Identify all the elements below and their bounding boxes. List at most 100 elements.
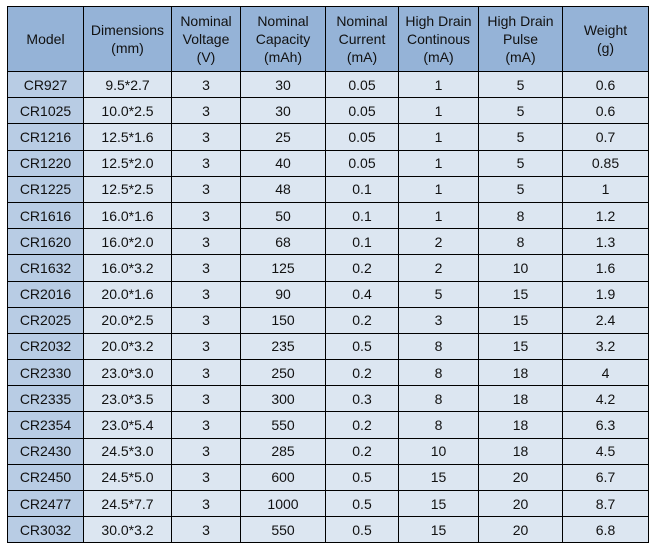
cell-weight: 1.3 [562, 228, 649, 256]
cell-high-drain-pulse: 15 [478, 280, 563, 308]
cell-model: CR2450 [7, 463, 84, 492]
header-line: (g) [596, 40, 615, 56]
cell-voltage: 3 [171, 70, 241, 99]
cell-weight: 4 [562, 359, 649, 387]
header-line: Voltage [182, 31, 230, 47]
cell-current: 0.5 [325, 489, 399, 518]
cell-current: 0.05 [325, 123, 399, 151]
cell-voltage: 3 [171, 463, 241, 492]
cell-voltage: 3 [171, 254, 241, 282]
table-row: CR2335 23.0*3.5 3 300 0.3 8 18 4.2 [7, 385, 649, 413]
cell-current: 0.4 [325, 280, 399, 308]
cell-high-drain-pulse: 18 [478, 437, 563, 465]
cell-voltage: 3 [171, 489, 241, 518]
cell-weight: 6.7 [562, 463, 649, 492]
cell-capacity: 550 [240, 516, 326, 544]
cell-weight: 6.3 [562, 411, 649, 439]
cell-dimensions: 10.0*2.5 [83, 97, 172, 125]
cell-weight: 0.7 [562, 123, 649, 151]
cell-high-drain-pulse: 5 [478, 97, 563, 125]
cell-current: 0.3 [325, 385, 399, 413]
cell-voltage: 3 [171, 123, 241, 151]
header-line: (mA) [505, 49, 536, 65]
cell-high-drain-pulse: 5 [478, 175, 563, 203]
cell-high-drain-continuous: 10 [398, 437, 479, 465]
cell-high-drain-continuous: 8 [398, 411, 479, 439]
cell-voltage: 3 [171, 437, 241, 465]
cell-model: CR2354 [7, 411, 84, 439]
cell-weight: 4.5 [562, 437, 649, 465]
cell-capacity: 25 [240, 123, 326, 151]
cell-weight: 1.2 [562, 201, 649, 230]
cell-dimensions: 12.5*1.6 [83, 123, 172, 151]
cell-weight: 0.85 [562, 149, 649, 177]
table-row: CR2430 24.5*3.0 3 285 0.2 10 18 4.5 [7, 437, 649, 465]
cell-dimensions: 24.5*7.7 [83, 489, 172, 518]
cell-weight: 8.7 [562, 489, 649, 518]
header-capacity: Nominal Capacity (mAh) [240, 6, 326, 72]
header-line: (mm) [111, 40, 144, 56]
cell-high-drain-pulse: 15 [478, 332, 563, 361]
header-line: Dimensions [90, 22, 165, 38]
cell-capacity: 125 [240, 254, 326, 282]
cell-model: CR2430 [7, 437, 84, 465]
cell-weight: 2.4 [562, 306, 649, 334]
header-line: Pulse [502, 31, 539, 47]
header-voltage: Nominal Voltage (V) [171, 6, 241, 72]
header-line: (V) [196, 49, 216, 65]
header-dimensions: Dimensions (mm) [83, 6, 172, 72]
cell-dimensions: 20.0*3.2 [83, 332, 172, 361]
cell-model: CR1220 [7, 149, 84, 177]
cell-current: 0.5 [325, 332, 399, 361]
table-row: CR2016 20.0*1.6 3 90 0.4 5 15 1.9 [7, 280, 649, 308]
cell-high-drain-pulse: 18 [478, 359, 563, 387]
cell-model: CR2016 [7, 280, 84, 308]
header-line: Weight [583, 22, 628, 38]
cell-dimensions: 16.0*2.0 [83, 228, 172, 256]
cell-high-drain-pulse: 10 [478, 254, 563, 282]
cell-weight: 1.9 [562, 280, 649, 308]
cell-dimensions: 20.0*2.5 [83, 306, 172, 334]
header-line: Continous [406, 31, 471, 47]
table-row: CR1025 10.0*2.5 3 30 0.05 1 5 0.6 [7, 97, 649, 125]
cell-voltage: 3 [171, 97, 241, 125]
cell-weight: 0.6 [562, 97, 649, 125]
cell-current: 0.2 [325, 359, 399, 387]
cell-model: CR1225 [7, 175, 84, 203]
header-high-drain-continuous: High Drain Continous (mA) [398, 6, 479, 72]
table-row: CR1225 12.5*2.5 3 48 0.1 1 5 1 [7, 175, 649, 203]
cell-high-drain-pulse: 5 [478, 70, 563, 99]
cell-capacity: 600 [240, 463, 326, 492]
cell-model: CR2330 [7, 359, 84, 387]
cell-dimensions: 24.5*5.0 [83, 463, 172, 492]
cell-high-drain-pulse: 20 [478, 516, 563, 544]
cell-high-drain-pulse: 20 [478, 489, 563, 518]
cell-model: CR927 [7, 70, 84, 99]
cell-capacity: 1000 [240, 489, 326, 518]
header-weight: Weight (g) [562, 6, 649, 72]
cell-model: CR1025 [7, 97, 84, 125]
cell-model: CR2032 [7, 332, 84, 361]
cell-high-drain-pulse: 5 [478, 149, 563, 177]
header-line: (mA) [423, 49, 454, 65]
table-row: CR2450 24.5*5.0 3 600 0.5 15 20 6.7 [7, 463, 649, 492]
cell-capacity: 285 [240, 437, 326, 465]
cell-high-drain-continuous: 1 [398, 149, 479, 177]
cell-capacity: 48 [240, 175, 326, 203]
header-line: Capacity [255, 31, 311, 47]
cell-current: 0.2 [325, 254, 399, 282]
header-line: Model [26, 31, 65, 47]
cell-dimensions: 16.0*3.2 [83, 254, 172, 282]
header-line: Nominal [336, 13, 388, 29]
cell-weight: 4.2 [562, 385, 649, 413]
cell-high-drain-continuous: 1 [398, 97, 479, 125]
cell-capacity: 300 [240, 385, 326, 413]
cell-current: 0.05 [325, 149, 399, 177]
cell-voltage: 3 [171, 411, 241, 439]
table-row: CR1620 16.0*2.0 3 68 0.1 2 8 1.3 [7, 228, 649, 256]
cell-high-drain-continuous: 15 [398, 516, 479, 544]
cell-high-drain-pulse: 8 [478, 201, 563, 230]
cell-high-drain-continuous: 15 [398, 489, 479, 518]
cell-capacity: 50 [240, 201, 326, 230]
cell-weight: 1 [562, 175, 649, 203]
